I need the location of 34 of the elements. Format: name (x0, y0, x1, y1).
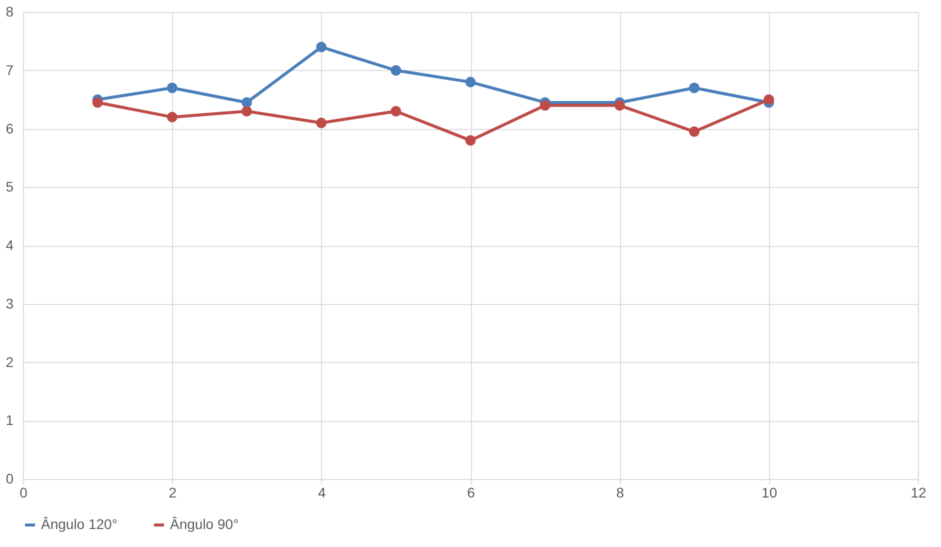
y-tick-label: 0 (6, 470, 14, 486)
legend-label: Ângulo 120° (41, 516, 118, 532)
point (689, 126, 700, 137)
point (390, 65, 402, 76)
point (465, 135, 476, 146)
point (242, 106, 252, 116)
y-tick-label: 8 (6, 4, 14, 20)
y-tick-label: 7 (6, 62, 14, 78)
x-tick-label: 6 (467, 484, 476, 500)
point (316, 42, 327, 52)
y-tick-label: 4 (6, 237, 14, 253)
y-tick-label: 1 (6, 412, 14, 428)
point (764, 94, 774, 105)
y-tick-label: 3 (6, 295, 14, 312)
point (540, 100, 550, 111)
x-tick-label: 0 (20, 484, 28, 500)
point (92, 97, 103, 108)
point (166, 112, 178, 122)
point (390, 106, 402, 116)
x-tick-label: 12 (910, 484, 926, 500)
legend-label: Ângulo 90° (170, 516, 239, 532)
point (166, 82, 178, 94)
point (316, 118, 327, 128)
y-tick-label: 6 (6, 120, 14, 136)
x-tick-label: 4 (318, 484, 326, 500)
y-tick-label: 2 (6, 354, 14, 370)
point (689, 82, 700, 94)
point (614, 100, 625, 111)
x-tick-label: 8 (616, 484, 624, 500)
point (465, 76, 476, 88)
x-tick-label: 2 (168, 484, 177, 500)
point (242, 97, 252, 108)
y-tick-label: 5 (6, 178, 14, 195)
x-tick-label: 10 (762, 484, 778, 500)
